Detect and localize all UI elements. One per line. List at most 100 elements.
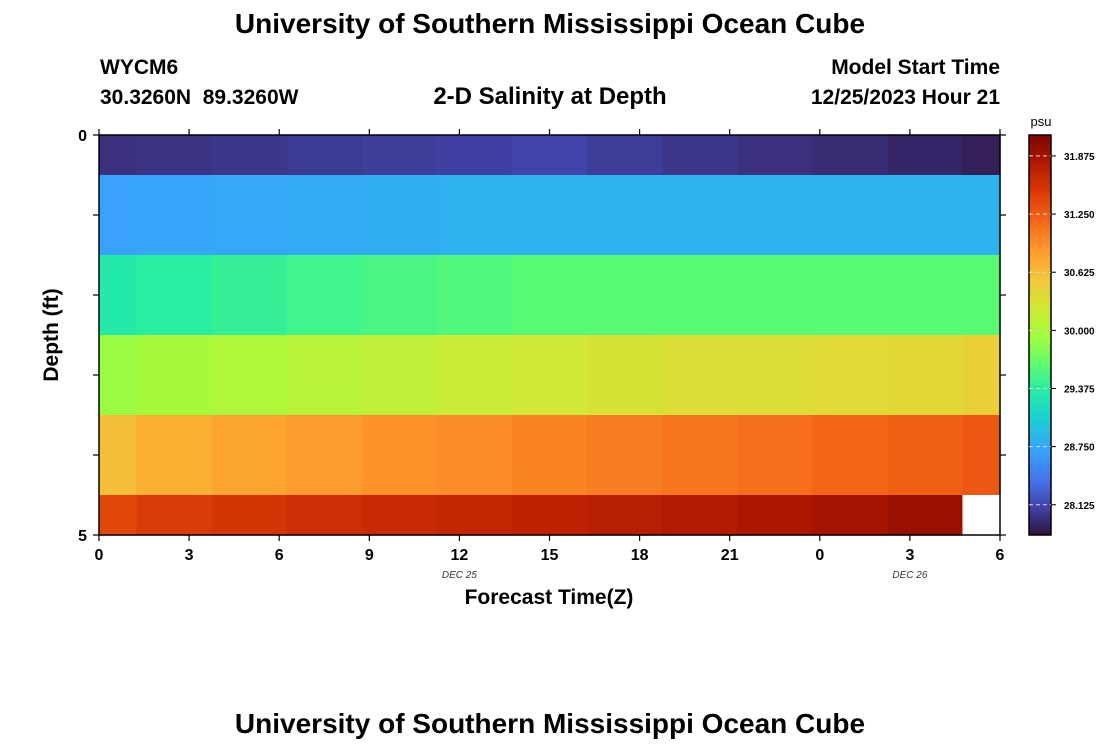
heatmap-cell: [887, 335, 964, 416]
heatmap-cell: [211, 175, 288, 256]
chart-subtitle: 2-D Salinity at Depth: [433, 83, 667, 110]
heatmap-cell: [962, 495, 1001, 536]
heatmap-cell: [361, 175, 438, 256]
heatmap-cell: [812, 175, 888, 256]
heatmap-cell: [436, 415, 513, 496]
heatmap-cell: [887, 495, 964, 536]
colorbar-tick-label: 28.750: [1064, 443, 1095, 454]
heatmap-cell: [587, 495, 663, 536]
heatmap-cell: [286, 335, 363, 416]
heatmap-cell: [436, 255, 513, 336]
heatmap-cell: [136, 415, 213, 496]
colorbar-tick-label: 31.875: [1064, 152, 1095, 163]
heatmap-cell: [136, 135, 213, 176]
heatmap-cell: [737, 255, 813, 336]
heatmap-cell: [962, 255, 1001, 336]
x-tick-label: 0: [815, 547, 824, 564]
heatmap-cell: [737, 335, 813, 416]
colorbar-unit: psu: [1031, 114, 1052, 129]
x-tick-label: 21: [721, 547, 739, 564]
heatmap-cell: [211, 255, 288, 336]
date-label: DEC 26: [892, 570, 927, 581]
date-labels: DEC 25 DEC 26: [442, 570, 928, 581]
heatmap-cell: [662, 335, 738, 416]
x-axis-label: Forecast Time(Z): [465, 586, 634, 609]
heatmap-cell: [286, 135, 363, 176]
heatmap-cell: [511, 135, 588, 176]
colorbar-tick-label: 28.125: [1064, 501, 1095, 512]
heatmap-cell: [662, 255, 738, 336]
colorbar-tick-label: 31.250: [1064, 210, 1095, 221]
heatmap-cell: [286, 255, 363, 336]
colorbar-tick-label: 30.625: [1064, 268, 1095, 279]
heatmap-cell: [737, 175, 813, 256]
y-tick-label: 0: [78, 128, 87, 145]
heatmap-cell: [812, 335, 888, 416]
x-tick-label: 6: [996, 547, 1005, 564]
salinity-chart: 0 3 6 9 12 15 18 21 0 3 6 05 Forecast Time(Z) Dept…: [40, 114, 1095, 609]
heatmap-cell: [211, 495, 288, 536]
heatmap-cell: [136, 495, 213, 536]
heatmap-cell: [99, 495, 138, 536]
heatmap-cell: [361, 135, 438, 176]
heatmap-cell: [136, 335, 213, 416]
model-start-label: Model Start Time: [831, 56, 1000, 79]
heatmap-cell: [662, 415, 738, 496]
heatmap-cell: [812, 495, 888, 536]
heatmap-cell: [587, 255, 663, 336]
colorbar-tick-label: 30.000: [1064, 326, 1095, 337]
heatmap-cell: [436, 495, 513, 536]
heatmap-cell: [662, 495, 738, 536]
heatmap-cell: [136, 175, 213, 256]
heatmap-cell: [511, 255, 588, 336]
heatmap-cell: [887, 415, 964, 496]
heatmap-cell: [99, 415, 138, 496]
heatmap-cell: [587, 335, 663, 416]
heatmap-cell: [361, 495, 438, 536]
x-tick-label: 3: [185, 547, 194, 564]
colorbar: [1028, 134, 1052, 536]
x-tick-label: 0: [95, 547, 104, 564]
heatmap-cell: [737, 495, 813, 536]
heatmap-cell: [887, 135, 964, 176]
x-tick-label: 12: [451, 547, 469, 564]
heatmap-cell: [211, 135, 288, 176]
heatmap-cell: [962, 175, 1001, 256]
station-id: WYCM6: [100, 56, 179, 79]
heatmap-cell: [587, 175, 663, 256]
x-tick-label: 3: [905, 547, 914, 564]
heatmap-cell: [99, 335, 138, 416]
heatmap-cell: [962, 335, 1001, 416]
heatmap-cell: [436, 335, 513, 416]
heatmap-cell: [812, 255, 888, 336]
x-tick-label: 9: [365, 547, 374, 564]
heatmap-cell: [812, 135, 888, 176]
heatmap-cell: [812, 415, 888, 496]
heatmap-cell: [211, 415, 288, 496]
heatmap-cell: [962, 415, 1001, 496]
y-axis-label: Depth (ft): [40, 288, 63, 381]
heatmap-cell: [737, 135, 813, 176]
heatmap-cell: [436, 175, 513, 256]
heatmap-cell: [511, 175, 588, 256]
heatmap-cell: [361, 255, 438, 336]
x-tick-label: 6: [275, 547, 284, 564]
heatmap-cell: [887, 255, 964, 336]
heatmap-cell: [211, 335, 288, 416]
heatmap-cells: [99, 135, 1001, 536]
x-tick-label: 18: [631, 547, 649, 564]
heatmap-cell: [99, 255, 138, 336]
footer-title: University of Southern Mississippi Ocean…: [234, 708, 866, 739]
heatmap-cell: [587, 415, 663, 496]
station-coordinates: 30.3260N 89.3260W: [100, 86, 299, 109]
heatmap-cell: [361, 335, 438, 416]
heatmap-cell: [662, 175, 738, 256]
page-title: University of Southern Mississippi Ocean…: [234, 8, 866, 39]
heatmap-cell: [511, 495, 588, 536]
y-axis: 05: [78, 128, 1006, 545]
heatmap-cell: [511, 415, 588, 496]
x-tick-label: 15: [541, 547, 559, 564]
heatmap-cell: [962, 135, 1001, 176]
heatmap-cell: [286, 415, 363, 496]
heatmap-cell: [662, 135, 738, 176]
